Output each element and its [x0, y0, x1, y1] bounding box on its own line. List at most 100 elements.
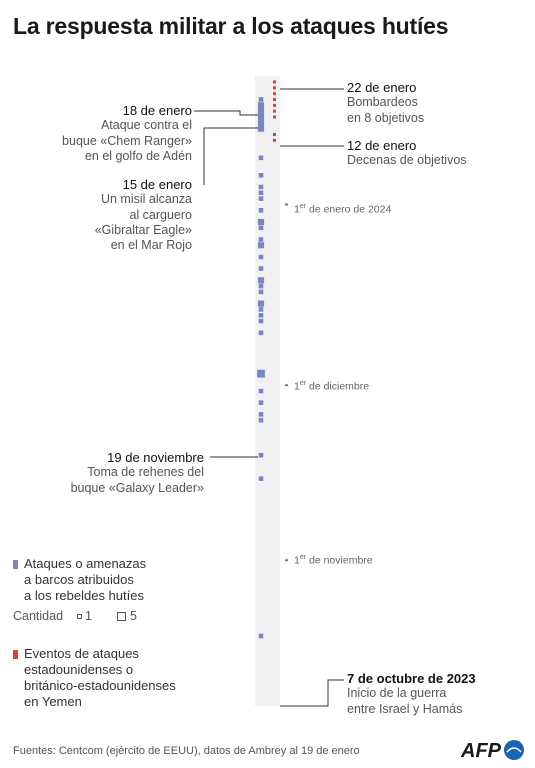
connector-18-enero [194, 110, 258, 116]
tick-sup: er [299, 380, 307, 387]
legend-us-swatch [13, 650, 18, 659]
attack-mark [258, 452, 264, 458]
attack-mark [258, 196, 264, 201]
event-22-enero: 22 de enero Bombardeos en 8 objetivos [347, 80, 424, 126]
event-12-enero: 12 de enero Decenas de objetivos [347, 138, 467, 169]
event-date: 15 de enero [122, 177, 192, 192]
legend-attacks: Ataques o amenazas a barcos atribuidos a… [24, 556, 146, 604]
legend-quantity: Cantidad 1 5 [13, 609, 137, 623]
month-tick-mark [285, 384, 288, 387]
event-7-octubre: 7 de octubre de 2023 Inicio de la guerra… [347, 671, 476, 717]
attack-mark [258, 173, 264, 178]
attack-mark [257, 300, 265, 307]
attack-mark [258, 318, 264, 324]
attack-mark [258, 266, 264, 271]
connector-15-enero [203, 127, 258, 185]
attack-mark [258, 633, 264, 639]
event-text: Inicio de la guerra [347, 686, 447, 701]
attack-mark [258, 237, 264, 242]
attack-mark [257, 125, 265, 132]
attack-mark [258, 400, 264, 405]
event-text: en 8 objetivos [347, 110, 425, 125]
legend-text: estadounidenses o [24, 662, 134, 677]
legend-text: a barcos atribuidos [24, 572, 134, 587]
attack-mark [257, 108, 265, 115]
event-date: 22 de enero [347, 80, 417, 95]
attack-mark [257, 242, 265, 249]
event-text: buque «Galaxy Leader» [70, 480, 204, 495]
attack-mark [258, 190, 264, 196]
tick-text: de noviembre [306, 554, 373, 567]
event-text: al carguero [129, 207, 192, 222]
legend-attacks-swatch [13, 560, 18, 569]
quantity-small-value: 1 [85, 609, 92, 623]
event-text: Bombardeos [347, 95, 418, 110]
us-strike-mark [273, 138, 276, 142]
afp-logo: AFP [461, 740, 524, 762]
attack-mark [257, 119, 265, 126]
afp-logo-text: AFP [461, 740, 502, 762]
attack-mark [257, 277, 265, 284]
quantity-large-value: 5 [129, 609, 137, 623]
us-strike-mark [273, 92, 276, 96]
us-strike-mark [273, 115, 276, 119]
legend-text: a los rebeldes hutíes [24, 588, 144, 603]
attack-mark [257, 113, 265, 121]
us-strike-mark [273, 109, 276, 113]
tick-text: de diciembre [306, 380, 370, 393]
attack-mark [258, 97, 264, 102]
us-strike-mark [273, 98, 276, 101]
legend-us: Eventos de ataques estadounidenses o bri… [24, 646, 176, 710]
event-date: 7 de octubre de 2023 [347, 671, 476, 686]
us-strike-mark [273, 80, 276, 84]
event-date: 19 de noviembre [107, 450, 204, 465]
attack-mark [258, 155, 264, 161]
attack-mark [258, 254, 264, 260]
us-strike-mark [273, 103, 276, 107]
attack-mark [257, 218, 265, 226]
event-date: 12 de enero [347, 138, 417, 153]
us-strike-mark [273, 133, 276, 136]
event-text: Toma de rehenes del [87, 465, 204, 480]
event-text: entre Israel y Hamás [347, 701, 463, 716]
tick-label-diciembre: 1er de diciembre [294, 380, 370, 393]
attack-mark [257, 102, 265, 109]
quantity-large-square [117, 612, 127, 622]
attack-mark [258, 313, 264, 318]
attack-mark [258, 388, 264, 394]
tick-label-enero-2024: 1er de enero de 2024 [294, 203, 392, 216]
source-footer: Fuentes: Centcom (ejército de EEUU), dat… [13, 745, 360, 757]
attack-mark [258, 476, 264, 481]
event-15-enero: 15 de enero Un misil alcanza al carguero… [95, 177, 192, 253]
attack-mark [258, 184, 264, 190]
legend-text: en Yemen [24, 694, 82, 709]
attack-mark [258, 417, 264, 423]
event-text: «Gibraltar Eagle» [94, 222, 192, 237]
attack-mark [258, 225, 264, 231]
tick-label-noviembre: 1er de noviembre [294, 554, 373, 567]
legend-text: británico-estadounidenses [24, 678, 176, 693]
event-text: en el golfo de Adén [84, 148, 192, 163]
tick-text: de enero de 2024 [306, 203, 392, 216]
event-19-noviembre: 19 de noviembre Toma de rehenes del buqu… [71, 450, 204, 496]
quantity-small-square [76, 614, 82, 620]
attack-mark [258, 283, 264, 289]
attack-mark [257, 369, 265, 378]
event-date: 18 de enero [122, 103, 192, 118]
legend-text: Eventos de ataques [24, 646, 139, 661]
attack-mark [258, 208, 264, 213]
connector-7-octubre [280, 679, 344, 707]
tick-sup: er [299, 203, 307, 210]
month-tick-mark [285, 203, 288, 206]
event-18-enero: 18 de enero Ataque contra el buque «Chem… [62, 103, 192, 164]
attack-mark [258, 330, 264, 336]
quantity-label: Cantidad [13, 609, 64, 623]
tick-sup: er [299, 554, 307, 561]
event-text: Un misil alcanza [100, 192, 192, 207]
event-text: buque «Chem Ranger» [62, 133, 192, 148]
attack-mark [258, 307, 264, 312]
legend-text: Ataques o amenazas [24, 556, 147, 571]
attack-mark [258, 412, 264, 417]
event-text: Decenas de objetivos [347, 153, 467, 168]
